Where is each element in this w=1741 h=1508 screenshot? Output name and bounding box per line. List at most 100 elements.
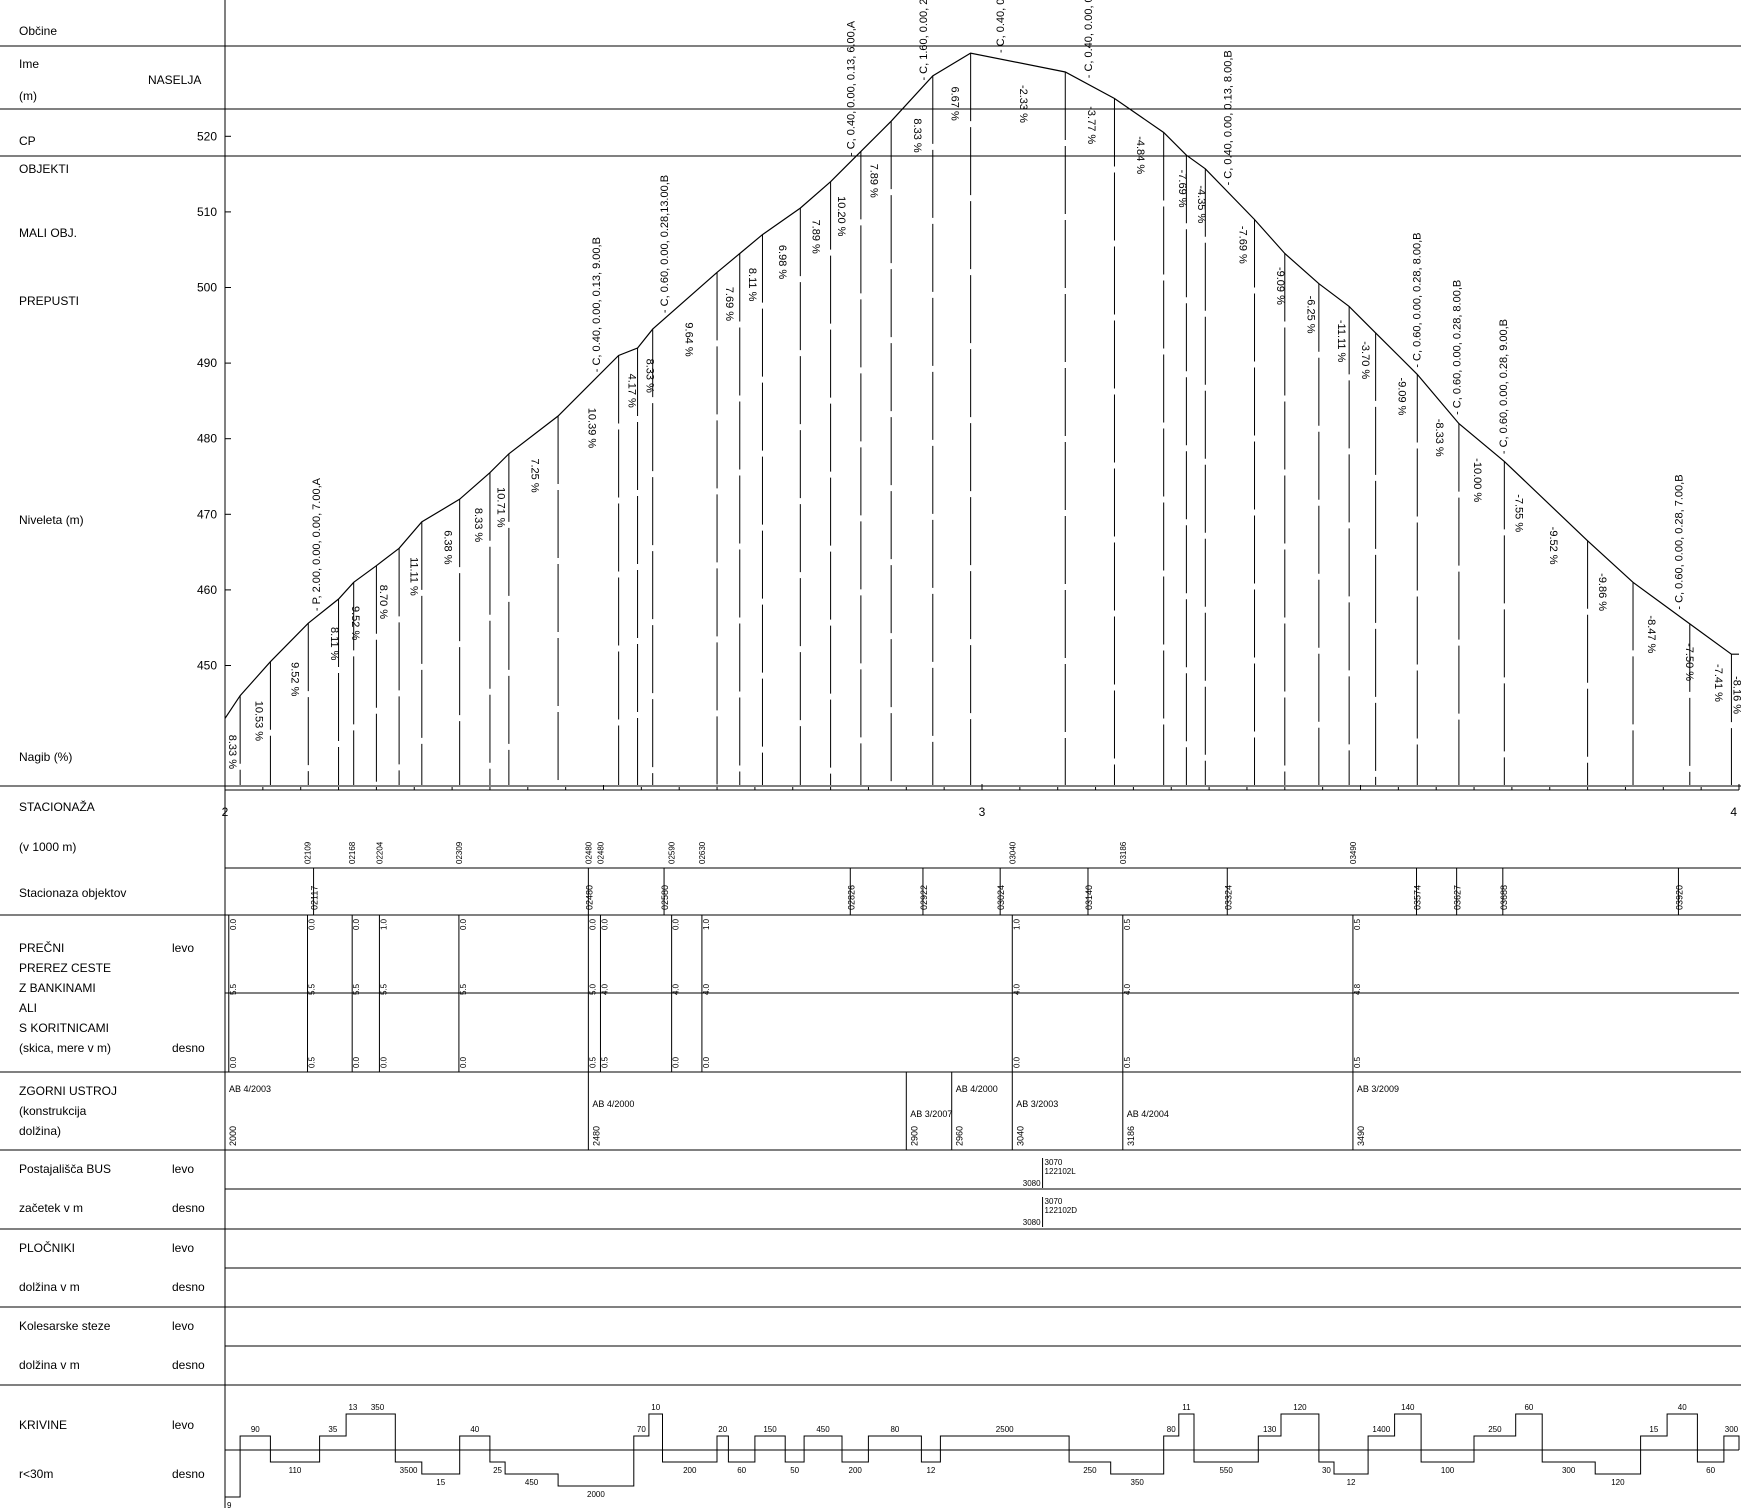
curve-radius: 120 [1293,1403,1307,1412]
curve-radius: 90 [251,1425,260,1434]
culvert-label: - C, 0.60, 0.00, 0.28, 8.00,B [1452,280,1464,415]
label-zgornji-3: dolžina) [19,1124,61,1138]
object-station-label: 03324 [1223,885,1233,910]
cross-section-value: 0.0 [1012,1056,1021,1068]
bus-stop-start: 3080 [1023,1179,1041,1188]
label-krivine: KRIVINE [19,1418,67,1432]
culvert-label: - C, 0.60, 0.00, 0.28,13.00,B [659,175,671,313]
cross-section-value: 0.5 [1353,1056,1362,1068]
curve-radius: 250 [1083,1466,1097,1475]
cross-section-value: 0.0 [672,918,681,930]
culvert-label: - C, 0.40, 0.00, 0.13, 6.00,A [845,20,857,156]
label-precni-desno: desno [172,1041,205,1055]
station-mark: 03040 [1008,841,1017,864]
curve-radius: 200 [849,1466,863,1475]
station-tick-label: 4 [1730,805,1737,819]
grade-label: 7.25 % [529,458,541,492]
station-mark: 02168 [348,841,357,864]
grade-label: 8.11 % [746,268,758,302]
label-precni-levo: levo [172,941,194,955]
pavement-start: 3040 [1015,1126,1025,1146]
pavement-start: 3490 [1356,1126,1366,1146]
y-tick-label: 450 [197,659,217,673]
cross-section-value: 4.0 [672,983,681,995]
curve-radius: 10 [651,1403,660,1412]
cross-section-value: 5.5 [379,983,388,995]
grade-label: -3.77 % [1085,106,1097,144]
pavement-start: 2960 [955,1126,965,1146]
cross-section-value: 0.5 [600,1056,609,1068]
station-mark: 02109 [304,841,313,864]
cross-section-value: 4.0 [1123,983,1132,995]
cross-section-value: 4.0 [702,983,711,995]
pavement-label: AB 4/2004 [1127,1109,1169,1119]
station-mark: 02204 [375,841,384,864]
label-precni-4: ALI [19,1001,37,1015]
label-stacionaza: STACIONAŽA [19,799,95,814]
grade-label: -7.41 % [1712,664,1724,702]
label-plocniki-levo: levo [172,1241,194,1255]
grade-label: -9.09 % [1274,267,1286,305]
bus-stop-id: 122102D [1045,1206,1078,1215]
station-mark: 03186 [1119,841,1128,864]
curve-radius: 2000 [587,1490,605,1499]
cross-section-value: 0.5 [1123,918,1132,930]
object-station-label: 03140 [1084,885,1094,910]
label-postajalisca-desno: desno [172,1201,205,1215]
grade-label: -10.00 % [1471,458,1483,502]
curve-radius: 13 [348,1403,357,1412]
grade-label: -6.25 % [1305,296,1317,334]
grade-label: 8.33 % [911,118,923,152]
culvert-labels: - P, 2.00, 0.00, 0.00, 7.00,A - C, 0.40, … [311,0,1686,611]
curve-radius: 35 [328,1425,337,1434]
cross-section-value: 0.0 [229,1056,238,1068]
bus-stop-id: 122102L [1045,1167,1077,1176]
pavement-start: 2480 [591,1126,601,1146]
grade-label: -7.69 % [1176,170,1188,208]
grade-label: 8.33 % [644,359,656,393]
label-naselja: NASELJA [148,73,201,87]
curve-radius: 120 [1611,1478,1625,1487]
profile-line-group [224,52,1739,785]
y-tick-label: 470 [197,507,217,521]
curve-radius: 250 [1488,1425,1502,1434]
label-kolesarske-desno: desno [172,1358,205,1372]
grade-label: -8.16 % [1731,676,1741,714]
curve-radius: 15 [436,1478,445,1487]
label-krivine-levo: levo [172,1418,194,1432]
culvert-label: - C, 0.40, 0.00, 0. [1083,0,1095,78]
grade-labels: 8.33 % 10.53 % 9.52 % 8.11 % 9.52 % 8.70 % 11.… [226,85,1741,769]
cross-section-value: 0.0 [672,1056,681,1068]
y-tick-label: 460 [197,583,217,597]
cross-section-value: 0.0 [352,1056,361,1068]
label-postajalisca-levo: levo [172,1162,194,1176]
curve-radius: 1400 [1372,1425,1390,1434]
cross-section-value: 0.5 [1123,1056,1132,1068]
culvert-label: - C, 0.40, 0.00, 0.13, 8.00,B [1222,50,1234,185]
label-precni-6: (skica, mere v m) [19,1041,111,1055]
curve-radius: 100 [1441,1466,1455,1475]
grade-label: -3.70 % [1359,341,1371,379]
culvert-label: - C, 0.40, 0.00, 0.13, 9.00,B [591,237,603,372]
cross-section-value: 0.0 [352,918,361,930]
object-station-label: 03688 [1499,885,1509,910]
curve-radius: 110 [289,1466,302,1475]
row-labels: Občine Ime NASELJA (m) CP OBJEKTI MALI O… [19,24,205,1481]
object-station-label: 03574 [1413,885,1423,910]
grade-label: 7.89 % [868,164,880,198]
label-precni-1: PREČNI [19,940,64,955]
label-plocniki: PLOČNIKI [19,1240,75,1255]
grade-label: 6.67 % [949,86,961,120]
label-precni-3: Z BANKINAMI [19,981,96,995]
label-ime-m: (m) [19,89,37,103]
curve-radius: 300 [1562,1466,1576,1475]
culvert-label: - C, 0.60, 0.00, 0.28, 7.00,B [1673,474,1685,609]
station-axis: 2 3 4 [222,784,1740,819]
pavement-start: 2900 [909,1126,919,1146]
grade-label: 11.11 % [407,557,419,596]
cross-section-value: 5.5 [352,983,361,995]
label-v1000: (v 1000 m) [19,840,76,854]
